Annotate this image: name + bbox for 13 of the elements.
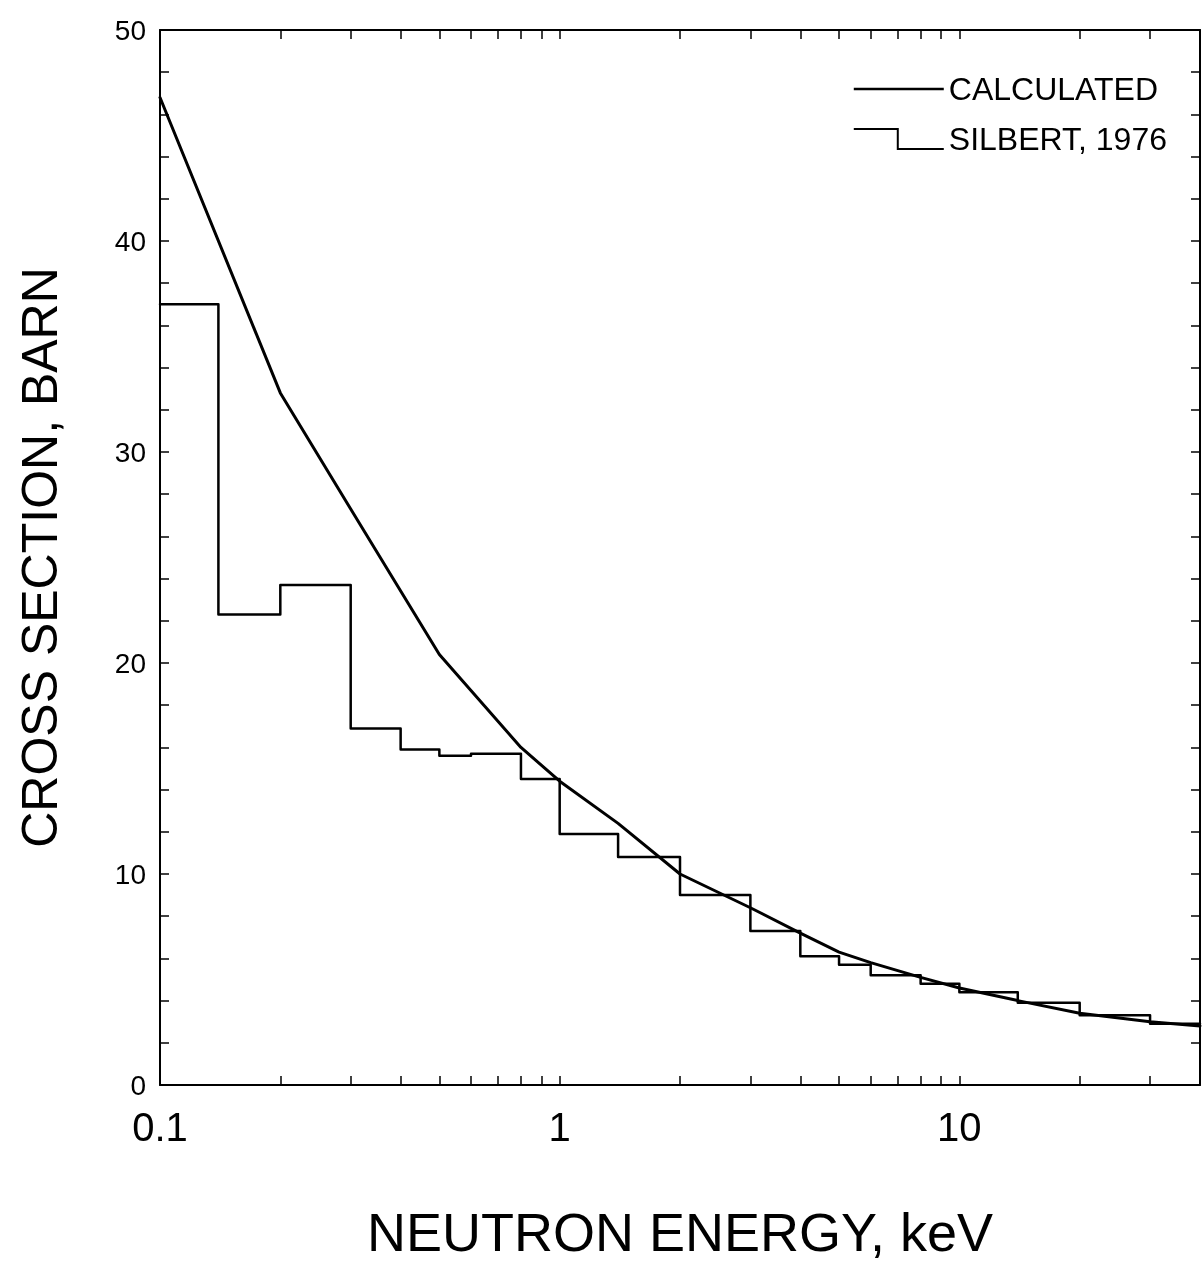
y-tick-label: 40 xyxy=(114,225,146,257)
y-tick-label: 10 xyxy=(114,858,146,890)
y-axis-title: CROSS SECTION, BARN xyxy=(12,267,68,848)
x-tick-label: 10 xyxy=(937,1105,982,1149)
y-tick-label: 50 xyxy=(114,14,146,46)
legend-label: SILBERT, 1976 xyxy=(948,121,1167,157)
y-tick-label: 30 xyxy=(114,436,146,468)
x-tick-label: 0.1 xyxy=(132,1105,188,1149)
x-axis-title: NEUTRON ENERGY, keV xyxy=(366,1202,994,1262)
y-tick-label: 20 xyxy=(114,647,146,679)
legend-label: CALCULATED xyxy=(948,71,1159,107)
y-tick-label: 0 xyxy=(130,1069,146,1101)
x-tick-label: 1 xyxy=(548,1105,571,1149)
